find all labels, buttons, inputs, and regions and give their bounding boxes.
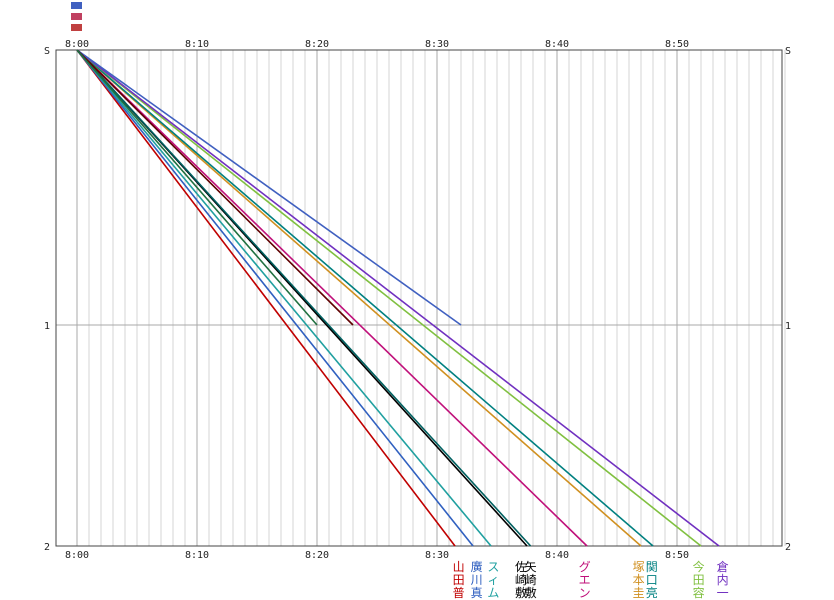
series-name-label-6: ン xyxy=(579,586,591,600)
series-name-label-9: 今 xyxy=(693,559,705,574)
series-name-label-8: 口 xyxy=(646,573,658,587)
series-name-label-9: 田 xyxy=(693,573,705,587)
series-line-11 xyxy=(76,49,462,326)
series-name-label-1: 田 xyxy=(453,573,465,587)
series-line-1 xyxy=(76,49,456,547)
series-name-label-6: エ xyxy=(579,573,591,587)
plot-frame xyxy=(55,49,783,547)
legend-marker-3 xyxy=(71,24,82,31)
x-tick-label-bottom: 8:10 xyxy=(185,550,209,561)
series-name-label-4: 崎 xyxy=(515,573,527,587)
series-name-label-5: 崎 xyxy=(525,573,537,587)
series-line-13 xyxy=(76,49,318,326)
series-name-label-4: 佐 xyxy=(515,560,527,574)
series-name-label-6: グ xyxy=(579,560,591,574)
series-lines xyxy=(76,49,720,547)
series-name-label-5: 矢 xyxy=(525,560,537,574)
series-name-label-9: 容 xyxy=(693,585,705,600)
series-name-label-3: ム xyxy=(487,586,499,600)
series-line-6 xyxy=(76,49,588,547)
series-name-label-7: 圭 xyxy=(633,586,645,600)
axis-ticks: 8:00 8:00 8:10 8:10 8:20 8:20 8:30 8:30 8:40 8:40… xyxy=(44,39,791,561)
y-tick-label-right: S xyxy=(785,46,791,57)
series-name-label-1: 普 xyxy=(453,586,465,600)
series-name-label-7: 塚 xyxy=(633,560,645,574)
x-tick-label-top: 8:50 xyxy=(665,39,689,50)
series-name-label-2: 川 xyxy=(471,573,483,587)
x-tick-label-top: 8:00 xyxy=(65,39,89,50)
x-tick-label-bottom: 8:50 xyxy=(665,550,689,561)
series-name-label-10: 一 xyxy=(717,586,729,600)
x-tick-label-bottom: 8:40 xyxy=(545,550,569,561)
series-line-12 xyxy=(76,49,354,326)
major-grid xyxy=(56,49,782,547)
legend-marker-1 xyxy=(71,2,82,9)
series-name-label-3: ィ xyxy=(487,573,499,587)
series-name-label-4: 敷 xyxy=(515,585,527,600)
series-name-label-1: 山 xyxy=(453,560,465,574)
y-tick-label-left: 2 xyxy=(44,542,50,553)
series-line-3 xyxy=(76,49,492,547)
x-tick-label-bottom: 8:30 xyxy=(425,550,449,561)
x-tick-label-top: 8:40 xyxy=(545,39,569,50)
series-name-label-8: 関 xyxy=(646,560,658,574)
x-tick-label-top: 8:10 xyxy=(185,39,209,50)
series-name-label-5: 敷 xyxy=(525,585,537,600)
y-tick-label-left: 1 xyxy=(44,321,50,332)
series-line-9 xyxy=(76,49,702,547)
series-line-8 xyxy=(76,49,654,547)
series-name-label-10: 内 xyxy=(717,573,729,587)
series-line-5 xyxy=(76,49,532,547)
x-tick-label-top: 8:20 xyxy=(305,39,329,50)
x-tick-label-bottom: 8:20 xyxy=(305,550,329,561)
series-line-10 xyxy=(76,49,720,547)
series-name-label-2: 真 xyxy=(471,586,483,600)
y-tick-label-right: 1 xyxy=(785,321,791,332)
series-line-2 xyxy=(76,49,474,547)
y-tick-label-right: 2 xyxy=(785,542,791,553)
series-name-label-8: 亮 xyxy=(646,585,658,600)
series-name-label-3: ス xyxy=(487,560,499,574)
series-name-label-7: 本 xyxy=(633,573,645,587)
legend-marker-2 xyxy=(71,13,82,20)
series-name-label-2: 廣 xyxy=(471,560,483,574)
y-tick-label-left: S xyxy=(44,46,50,57)
x-tick-label-bottom: 8:00 xyxy=(65,550,89,561)
x-tick-label-top: 8:30 xyxy=(425,39,449,50)
series-line-7 xyxy=(76,49,642,547)
series-name-label-10: 倉 xyxy=(717,559,729,574)
